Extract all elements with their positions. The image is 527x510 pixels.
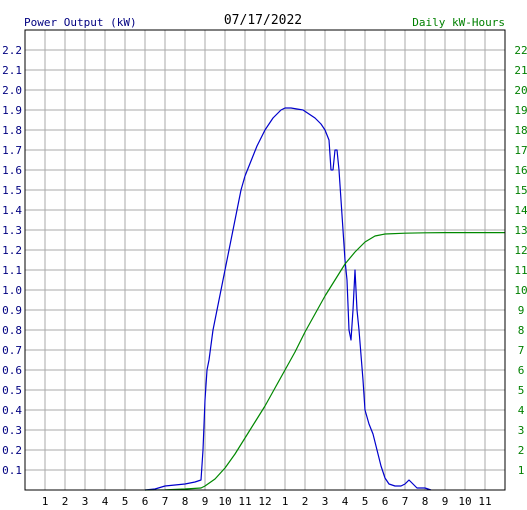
x-tick-label: 10 xyxy=(458,495,471,508)
x-tick-label: 1 xyxy=(282,495,289,508)
x-tick-label: 3 xyxy=(322,495,329,508)
x-tick-label: 3 xyxy=(82,495,89,508)
right-y-tick-label: 22 xyxy=(514,44,527,57)
right-y-tick-label: 4 xyxy=(518,404,525,417)
left-y-tick-label: 0.2 xyxy=(2,444,22,457)
left-y-tick-label: 1.9 xyxy=(2,104,22,117)
x-tick-label: 5 xyxy=(362,495,369,508)
series-lines xyxy=(144,107,505,491)
right-y-tick-label: 3 xyxy=(518,424,525,437)
right-y-tick-label: 6 xyxy=(518,364,525,377)
x-tick-label: 7 xyxy=(402,495,409,508)
left-y-tick-label: 1.4 xyxy=(2,204,22,217)
left-y-tick-label: 0.6 xyxy=(2,364,22,377)
plot-frame xyxy=(24,29,506,491)
left-y-tick-label: 0.4 xyxy=(2,404,22,417)
right-y-tick-label: 11 xyxy=(514,264,527,277)
right-y-tick-label: 16 xyxy=(514,164,527,177)
left-y-tick-label: 2.0 xyxy=(2,84,22,97)
chart-title: 07/17/2022 xyxy=(224,13,302,28)
x-tick-label: 8 xyxy=(422,495,429,508)
left-y-tick-label: 1.7 xyxy=(2,144,22,157)
left-y-tick-label: 1.8 xyxy=(2,124,22,137)
grid xyxy=(25,30,505,490)
x-tick-label: 9 xyxy=(202,495,209,508)
x-tick-label: 6 xyxy=(142,495,149,508)
left-y-tick-label: 2.1 xyxy=(2,64,22,77)
left-y-tick-label: 0.9 xyxy=(2,304,22,317)
left-y-tick-label: 2.2 xyxy=(2,44,22,57)
tick-labels: 1 2 3 4 5 6 7 8 9 10 11 12 1 2 3 4 5 6 7 8 9 10 110.10.20.30.4… xyxy=(2,44,527,508)
left-y-tick-label: 1.3 xyxy=(2,224,22,237)
x-tick-label: 11 xyxy=(478,495,491,508)
x-tick-label: 5 xyxy=(122,495,129,508)
right-y-tick-label: 9 xyxy=(518,304,525,317)
x-tick-label: 7 xyxy=(162,495,169,508)
power-output-line xyxy=(144,107,432,491)
right-y-tick-label: 8 xyxy=(518,324,525,337)
x-tick-label: 10 xyxy=(218,495,231,508)
right-y-tick-label: 15 xyxy=(514,184,527,197)
x-tick-label: 9 xyxy=(442,495,449,508)
right-y-tick-label: 14 xyxy=(514,204,527,217)
x-tick-label: 1 xyxy=(42,495,49,508)
right-y-tick-label: 13 xyxy=(514,224,527,237)
right-y-tick-label: 20 xyxy=(514,84,527,97)
right-y-tick-label: 21 xyxy=(514,64,527,77)
right-y-tick-label: 12 xyxy=(514,244,527,257)
left-y-tick-label: 1.0 xyxy=(2,284,22,297)
left-y-tick-label: 0.3 xyxy=(2,424,22,437)
x-tick-label: 12 xyxy=(258,495,271,508)
right-axis-title: Daily kW-Hours xyxy=(412,16,505,29)
daily-kwh-line xyxy=(144,232,505,491)
left-y-tick-label: 0.8 xyxy=(2,324,22,337)
x-tick-label: 4 xyxy=(102,495,109,508)
right-y-tick-label: 17 xyxy=(514,144,527,157)
x-tick-label: 4 xyxy=(342,495,349,508)
x-tick-label: 8 xyxy=(182,495,189,508)
left-y-tick-label: 1.1 xyxy=(2,264,22,277)
right-y-tick-label: 19 xyxy=(514,104,527,117)
left-y-tick-label: 1.2 xyxy=(2,244,22,257)
x-tick-label: 6 xyxy=(382,495,389,508)
right-y-tick-label: 7 xyxy=(518,344,525,357)
right-y-tick-label: 5 xyxy=(518,384,525,397)
x-tick-label: 11 xyxy=(238,495,251,508)
x-tick-label: 2 xyxy=(302,495,309,508)
left-y-tick-label: 1.6 xyxy=(2,164,22,177)
x-tick-label: 2 xyxy=(62,495,69,508)
right-y-tick-label: 10 xyxy=(514,284,527,297)
right-y-tick-label: 18 xyxy=(514,124,527,137)
left-axis-title: Power Output (kW) xyxy=(24,16,137,29)
left-y-tick-label: 0.5 xyxy=(2,384,22,397)
left-y-tick-label: 0.1 xyxy=(2,464,22,477)
right-y-tick-label: 1 xyxy=(518,464,525,477)
right-y-tick-label: 2 xyxy=(518,444,525,457)
left-y-tick-label: 1.5 xyxy=(2,184,22,197)
left-y-tick-label: 0.7 xyxy=(2,344,22,357)
